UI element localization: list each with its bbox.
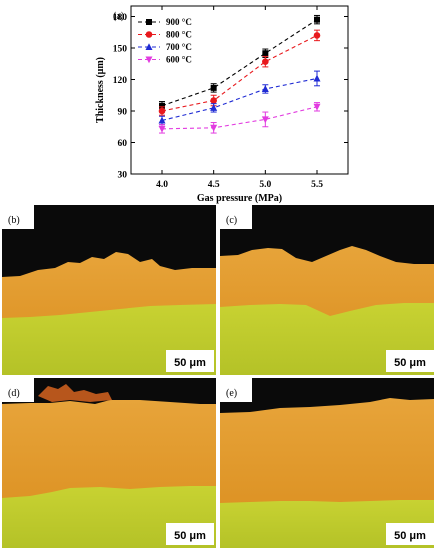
scale-bar-box xyxy=(386,350,434,372)
panel-label-d: (d) xyxy=(8,388,20,399)
chart-panel-a: (a) 30 60 90 120 150 180 4.0 4.5 5.0 5.5 900 °C 8… xyxy=(95,5,349,204)
y-tick-label: 90 xyxy=(118,108,128,118)
micrograph-b: 50 μm (b) xyxy=(2,205,216,375)
series-800c xyxy=(158,29,321,116)
panel-label-a: (a) xyxy=(113,11,124,22)
data-point xyxy=(313,74,321,82)
panel-label-b: (b) xyxy=(8,215,20,226)
legend-marker xyxy=(145,43,153,50)
micrograph-e: 50 μm (e) xyxy=(220,378,434,548)
scale-bar-label: 50 μm xyxy=(174,357,206,369)
data-point xyxy=(313,32,321,39)
x-tick-label: 5.0 xyxy=(259,180,271,190)
legend-marker xyxy=(145,56,153,64)
legend-label: 600 °C xyxy=(166,55,192,65)
series-line xyxy=(161,19,318,107)
panel-label-box xyxy=(220,378,252,402)
data-point xyxy=(313,103,321,111)
y-tick-label: 180 xyxy=(113,13,128,23)
scale-bar-box xyxy=(166,523,214,545)
data-point xyxy=(159,102,165,109)
data-point xyxy=(314,16,320,23)
y-tick-label: 30 xyxy=(118,171,128,181)
plot-area: 30 60 90 120 150 180 4.0 4.5 5.0 5.5 900 °C 800 °… xyxy=(113,5,349,190)
series-600c xyxy=(158,102,321,134)
data-point xyxy=(158,125,166,133)
scale-bar-label: 50 μm xyxy=(394,530,426,542)
legend-label: 800 °C xyxy=(166,30,192,40)
data-point xyxy=(158,107,166,115)
data-point xyxy=(158,116,166,124)
y-axis-title: Thickness (μm) xyxy=(95,57,106,123)
micrograph-d: 50 μm (d) xyxy=(2,378,216,548)
legend-label: 900 °C xyxy=(166,17,192,27)
micrograph-c: 50 μm (c) xyxy=(220,205,434,375)
y-tick-label: 150 xyxy=(113,45,128,55)
substrate-layer xyxy=(2,486,216,548)
y-tick-label: 60 xyxy=(118,139,128,149)
scale-bar-box xyxy=(386,523,434,545)
data-point xyxy=(261,85,269,92)
panel-label-c: (c) xyxy=(226,215,237,226)
panel-label-box xyxy=(2,378,34,402)
legend-marker xyxy=(145,31,153,38)
series-900c xyxy=(159,14,320,111)
legend: 900 °C 800 °C 700 °C 600 °C xyxy=(138,17,192,65)
substrate-layer xyxy=(220,500,434,548)
panel-label-box xyxy=(2,205,34,229)
data-point xyxy=(262,50,269,57)
series-layer xyxy=(158,14,321,134)
series-line xyxy=(161,106,318,130)
panel-label-box xyxy=(220,205,252,229)
series-700c xyxy=(158,70,321,126)
series-line xyxy=(161,34,318,112)
scale-bar-label: 50 μm xyxy=(174,530,206,542)
x-tick-label: 4.0 xyxy=(156,180,168,190)
series-line xyxy=(161,77,318,121)
y-axis-ticks: 30 60 90 120 150 180 xyxy=(113,13,348,181)
data-point xyxy=(262,58,269,65)
scale-bar-box xyxy=(166,350,214,372)
legend-label: 700 °C xyxy=(166,42,192,52)
x-tick-label: 4.5 xyxy=(208,180,220,190)
substrate-layer xyxy=(220,303,434,375)
substrate-layer xyxy=(2,304,216,375)
panel-label-e: (e) xyxy=(226,388,237,399)
x-axis-title: Gas pressure (MPa) xyxy=(197,193,282,204)
oxidized-debris xyxy=(38,384,112,402)
legend-marker xyxy=(146,19,152,25)
x-tick-label: 5.5 xyxy=(311,180,323,190)
plot-frame xyxy=(130,5,349,175)
data-point xyxy=(210,124,218,132)
data-point xyxy=(210,97,217,104)
data-point xyxy=(261,116,269,124)
data-point xyxy=(210,104,218,111)
data-point xyxy=(210,84,217,91)
x-axis-ticks: 4.0 4.5 5.0 5.5 xyxy=(156,6,323,190)
scale-bar-label: 50 μm xyxy=(394,357,426,369)
y-tick-label: 120 xyxy=(113,76,128,86)
